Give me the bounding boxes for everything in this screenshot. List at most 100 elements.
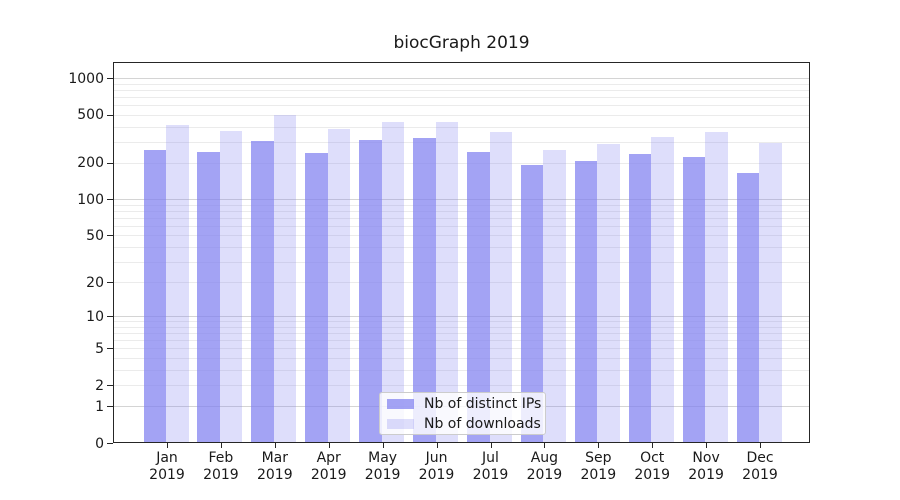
y-tick-label: 50 [86,227,104,244]
gridline [113,204,810,206]
gridline [113,333,810,335]
bar-downloads-may [381,121,405,443]
gridline [113,217,810,219]
x-tick-label: Oct 2019 [634,450,670,483]
bar-downloads-jun [435,122,458,443]
y-tick-label: 5 [95,340,104,357]
y-tick-label: 1 [95,398,104,415]
gridlines-layer [113,62,810,443]
y-tick-label: 500 [77,107,104,124]
x-tick-label: Jan 2019 [149,450,185,483]
bar-downloads-dec [759,142,782,443]
y-tick-mark [107,385,113,386]
bar-distinct-ips-jun [413,137,436,443]
legend-swatch-downloads-icon [387,418,414,429]
bar-distinct-ips-apr [305,152,328,443]
y-tick-mark [107,78,113,80]
bar-distinct-ips-sep [574,160,598,443]
bar-distinct-ips-feb [197,151,220,443]
x-tick-mark [652,443,654,448]
bar-downloads-aug [543,150,566,443]
y-tick-mark [107,316,113,318]
x-tick-mark [382,443,384,448]
legend: Nb of distinct IPs Nb of downloads [379,392,546,435]
gridline [113,89,810,91]
y-tick-label: 100 [77,191,104,208]
gridline [113,348,810,350]
legend-label-distinct-ips: Nb of distinct IPs [424,395,542,412]
x-tick-mark [328,443,330,448]
gridline [113,126,810,128]
y-tick-label: 0 [95,435,104,452]
gridline [113,83,810,85]
bar-distinct-ips-may [359,139,382,443]
x-tick-label: Feb 2019 [203,450,239,483]
gridline [113,78,810,80]
bar-downloads-mar [273,114,297,443]
x-tick-mark [167,443,168,448]
plot-area: Nb of distinct IPs Nb of downloads [113,62,810,443]
bar-distinct-ips-mar [251,140,274,443]
legend-entry-downloads: Nb of downloads [387,416,545,432]
x-tick-label: Nov 2019 [688,450,724,483]
x-tick-label: Mar 2019 [256,450,293,483]
y-tick-mark [107,406,113,408]
x-tick-mark [436,443,438,448]
bars-layer [113,62,810,443]
bar-distinct-ips-jul [467,151,490,443]
gridline [113,105,810,107]
y-tick-label: 2 [95,377,104,394]
legend-label-downloads: Nb of downloads [424,415,541,432]
gridline [113,282,810,284]
x-tick-mark [274,443,276,448]
y-tick-mark [107,235,113,237]
y-tick-mark [107,348,113,350]
x-tick-mark [544,443,546,448]
gridline [113,141,810,143]
y-tick-mark [107,114,113,116]
gridline [113,261,810,263]
x-tick-label: Dec 2019 [742,450,778,483]
bar-distinct-ips-jan [143,150,166,443]
bar-downloads-apr [327,129,351,443]
legend-swatch-distinct-ips-icon [387,398,414,409]
x-tick-label: Apr 2019 [310,450,347,483]
gridline [113,97,810,98]
bar-distinct-ips-dec [736,172,759,443]
chart-title: biocGraph 2019 [393,33,530,53]
bar-downloads-sep [597,143,620,443]
y-tick-mark [107,162,113,164]
bar-downloads-jan [166,125,189,443]
bar-distinct-ips-nov [682,156,706,443]
x-tick-label: Sep 2019 [580,450,617,483]
y-tick-label: 10 [86,308,104,325]
gridline [113,225,810,227]
y-tick-label: 1000 [68,70,104,87]
x-tick-mark [706,443,708,448]
x-tick-mark [760,443,761,448]
gridline [113,327,810,328]
x-tick-label: May 2019 [364,450,401,483]
x-tick-mark [220,443,222,448]
y-tick-mark [107,282,113,284]
bar-distinct-ips-aug [520,164,544,443]
y-tick-label: 20 [86,274,104,291]
gridline [113,340,810,342]
gridline [113,235,810,237]
gridline [113,316,810,318]
legend-entry-distinct-ips: Nb of distinct IPs [387,396,545,412]
x-tick-label: Jun 2019 [418,450,455,483]
x-tick-mark [598,443,600,448]
bar-downloads-feb [219,130,243,443]
gridline [113,114,810,116]
y-tick-mark [107,199,113,201]
bar-downloads-nov [705,131,728,443]
gridline [113,199,810,201]
y-tick-label: 200 [77,155,104,172]
gridline [113,321,810,323]
gridline [113,369,810,371]
gridline [113,358,810,359]
x-tick-mark [490,443,492,448]
gridline [113,246,810,248]
